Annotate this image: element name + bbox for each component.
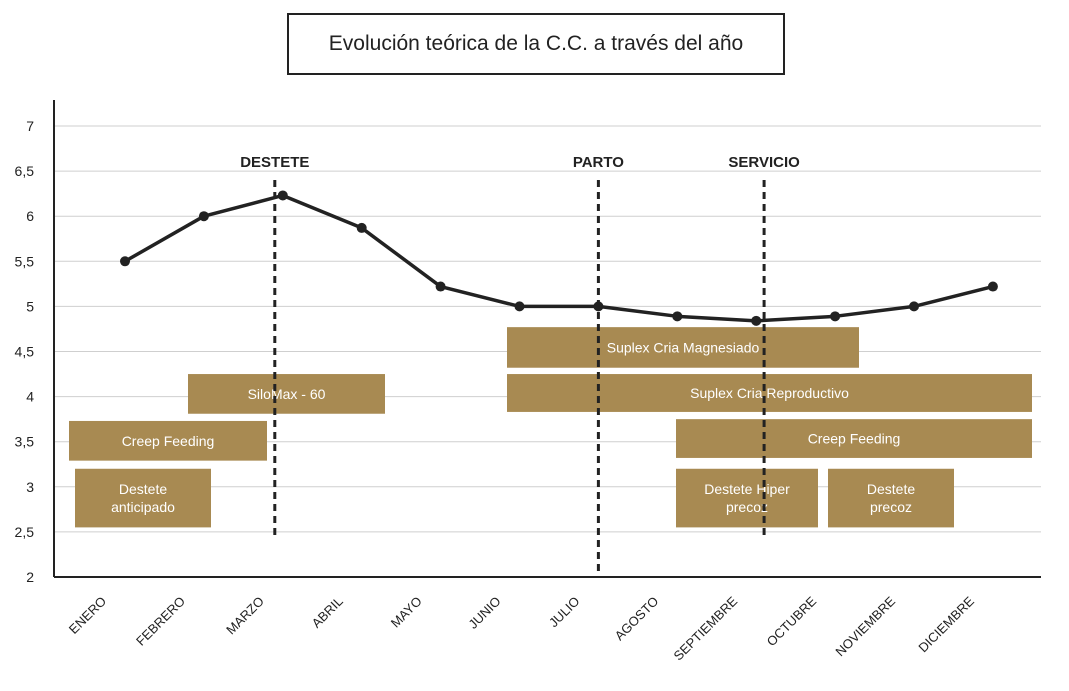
feeding-period-rect [507,327,859,368]
feeding-period-rect [828,468,954,528]
event-label: SERVICIO [728,154,800,171]
y-tick-label: 6,5 [15,163,35,179]
y-tick-label: 4,5 [15,344,35,360]
event-label: DESTETE [240,154,309,171]
y-tick-label: 2,5 [15,524,35,540]
feeding-period-rect [676,468,818,528]
event-label: PARTO [573,154,624,171]
data-point [909,301,919,312]
x-tick-label: AGOSTO [612,594,662,644]
x-tick-label: SEPTIEMBRE [670,593,740,663]
feeding-period-label: SiloMax - 60 [248,386,326,402]
feeding-period-label: Suplex Cria Reproductivo [690,385,849,401]
x-tick-label: JULIO [546,594,583,631]
x-tick-label: MAYO [388,594,425,631]
y-tick-label: 4 [26,389,34,405]
x-tick-label: ABRIL [309,594,346,631]
y-tick-label: 7 [26,118,34,134]
data-point [277,190,288,201]
feeding-period-box: Creep Feeding [69,420,267,461]
data-point [593,301,604,312]
feeding-period-label: Destete [119,481,167,497]
feeding-period-label: Creep Feeding [808,431,901,447]
x-tick-label: JUNIO [465,594,503,632]
y-tick-label: 6 [26,208,34,224]
feeding-period-label: precoz [870,499,912,515]
feeding-period-box: Destete precoz [828,468,954,528]
data-point [356,222,367,233]
feeding-period-box: Destete anticipado [75,468,211,528]
feeding-period-rect [507,374,1032,412]
x-tick-label: OCTUBRE [764,593,820,649]
y-tick-label: 3,5 [15,434,35,450]
feeding-period-label: Creep Feeding [122,433,215,449]
feeding-period-rect [69,420,267,461]
feeding-period-label: Destete [867,481,915,497]
data-point [672,311,683,322]
feeding-period-label: precoz [726,499,768,515]
x-tick-label: ENERO [66,594,109,637]
y-tick-label: 5 [26,298,34,314]
data-point [751,315,762,326]
series-line [124,193,994,323]
y-tick-label: 3 [26,479,34,495]
data-point [198,211,209,222]
data-point [120,256,130,267]
chart-title: Evolución teórica de la C.C. a través de… [287,13,785,75]
y-tick-label: 5,5 [15,253,35,269]
y-tick-label: 2 [26,569,34,585]
feeding-period-rect [75,468,211,528]
feeding-period-rect [188,374,385,414]
data-point [987,281,998,292]
data-point [514,301,525,312]
data-point [830,311,841,322]
x-tick-label: DICIEMBRE [915,593,977,655]
x-tick-label: FEBRERO [133,594,188,649]
feeding-period-box: Suplex Cria Reproductivo [507,374,1032,412]
feeding-period-label: Destete Hiper [704,481,790,497]
feeding-period-box: SiloMax - 60 [188,374,385,414]
feeding-period-rect [676,419,1032,458]
x-tick-label: MARZO [223,594,267,638]
x-tick-label: NOVIEMBRE [832,593,898,659]
feeding-period-label: anticipado [111,499,175,515]
feeding-period-box: Destete Hiper precoz [676,468,818,528]
feeding-period-box: Creep Feeding [676,419,1032,458]
data-point [435,281,446,292]
feeding-period-label: Suplex Cria Magnesiado [607,339,760,355]
feeding-period-box: Suplex Cria Magnesiado [507,327,859,368]
